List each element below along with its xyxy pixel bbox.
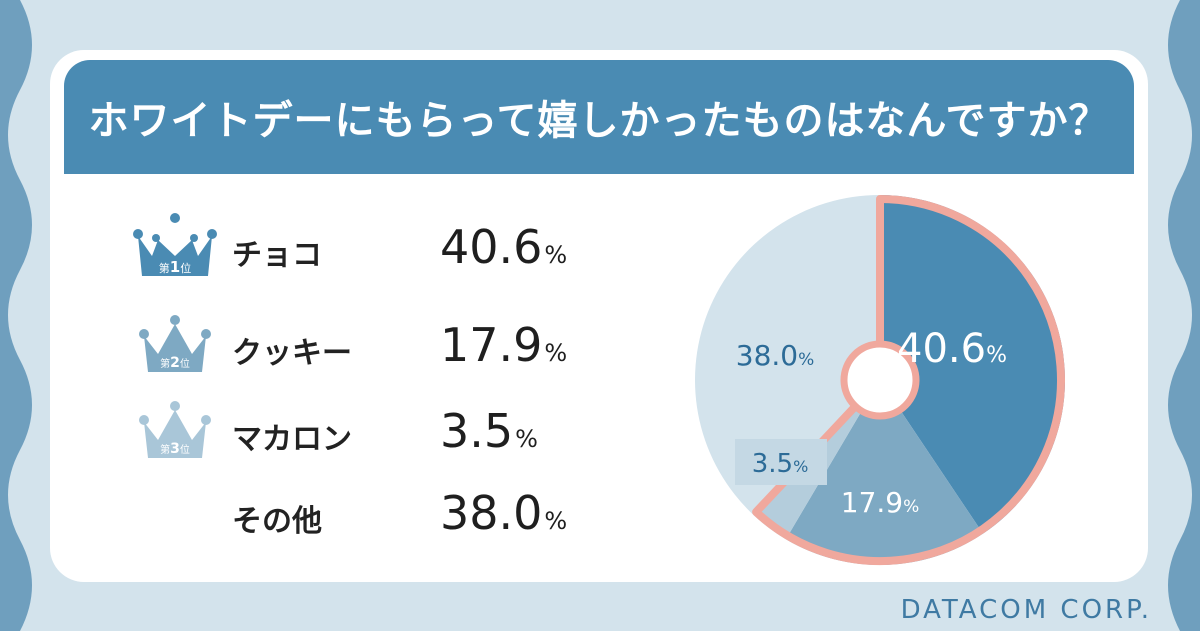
pie-slice-cookie bbox=[785, 380, 984, 565]
ranking-row-3: 第3位 マカロン 3.5% bbox=[0, 396, 640, 466]
item-value-cookie: 17.9% bbox=[440, 318, 568, 372]
svg-text:第2位: 第2位 bbox=[160, 355, 190, 371]
pie-label-cookie: 17.9% bbox=[841, 486, 920, 519]
pie-highlight-outline bbox=[752, 195, 1065, 565]
chart-title: ホワイトデーにもらって嬉しかったものはなんですか？ bbox=[88, 98, 1110, 144]
crown-rank-3-icon: 第3位 bbox=[139, 401, 211, 458]
item-label-macaron: マカロン bbox=[232, 422, 352, 457]
pie-label-macaron: 3.5% bbox=[752, 449, 809, 479]
item-value-other: 38.0% bbox=[440, 486, 568, 540]
crown-rank-2-icon: 第2位 bbox=[139, 315, 211, 372]
item-value-choco: 40.6% bbox=[440, 220, 568, 274]
ranking-row-other: その他 38.0% bbox=[0, 478, 640, 548]
pie-chart: 40.6% 17.9% 3.5% 38.0% bbox=[694, 195, 1065, 565]
pie-slice-choco bbox=[880, 195, 1065, 534]
ranking-row-1: 第1位 チョコ 40.6% bbox=[0, 212, 640, 282]
pie-label-other: 38.0% bbox=[736, 339, 815, 372]
pie-label-macaron-box bbox=[735, 439, 827, 485]
item-label-choco: チョコ bbox=[232, 238, 322, 273]
item-label-other: その他 bbox=[232, 504, 322, 539]
company-footer: DATACOM CORP. bbox=[900, 595, 1152, 625]
title-bar: ホワイトデーにもらって嬉しかったものはなんですか？ bbox=[64, 60, 1134, 174]
right-wave-decoration bbox=[1168, 0, 1200, 631]
pie-center-hole bbox=[840, 340, 920, 420]
crown-rank-1-icon: 第1位 bbox=[133, 213, 217, 276]
pie-label-choco: 40.6% bbox=[897, 326, 1007, 372]
pie-slice-other bbox=[694, 195, 880, 515]
item-label-cookie: クッキー bbox=[232, 336, 352, 371]
svg-text:第3位: 第3位 bbox=[160, 441, 190, 457]
ranking-row-2: 第2位 クッキー 17.9% bbox=[0, 310, 640, 380]
item-value-macaron: 3.5% bbox=[440, 404, 538, 458]
svg-text:第1位: 第1位 bbox=[159, 258, 191, 276]
left-wave-decoration bbox=[0, 0, 32, 631]
